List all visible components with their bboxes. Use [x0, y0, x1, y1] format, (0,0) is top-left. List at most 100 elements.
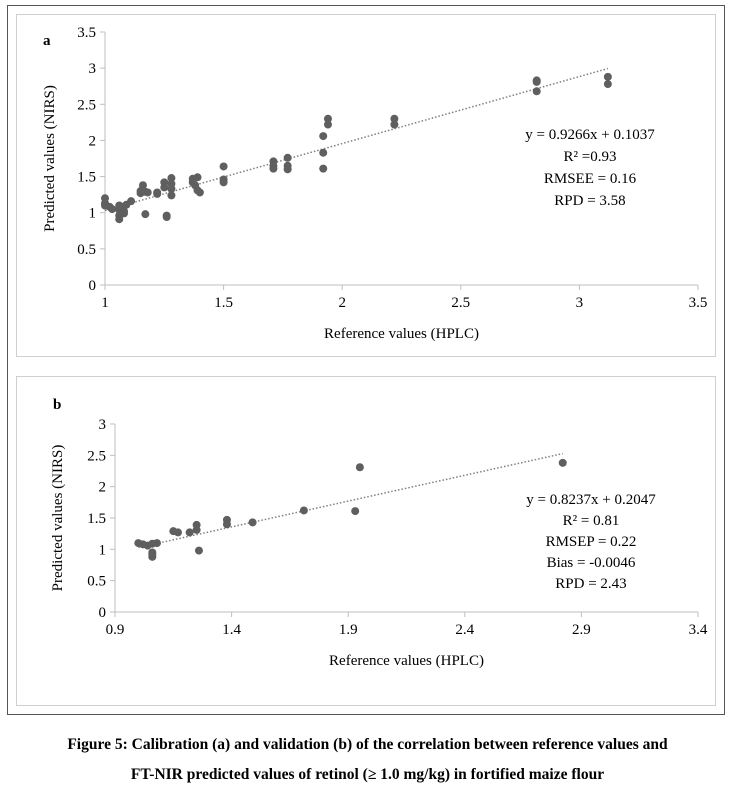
data-point [390, 120, 399, 129]
y-tick-label: 0.5 [77, 242, 96, 258]
statistic-label: RMSEP = 0.22 [546, 534, 637, 550]
data-point [153, 189, 162, 198]
statistic-label: RPD = 3.58 [554, 193, 625, 209]
x-tick-label: 2 [338, 295, 346, 311]
data-point [173, 528, 182, 537]
y-tick-label: 0.5 [87, 574, 106, 590]
data-points [134, 458, 567, 561]
data-point [299, 506, 308, 515]
panel-label-b: b [53, 397, 61, 413]
data-point [127, 197, 136, 206]
trendline [138, 452, 563, 549]
data-point [148, 552, 157, 561]
x-tick-label: 3 [576, 295, 584, 311]
data-point [532, 87, 541, 96]
statistic-label: RPD = 2.43 [555, 576, 626, 592]
data-point [160, 183, 169, 192]
y-tick-label: 1.5 [77, 170, 96, 186]
data-point [351, 507, 360, 516]
y-tick-label: 3.5 [77, 25, 96, 41]
caption-line-2: FT-NIR predicted values of retinol (≥ 1.… [130, 766, 605, 783]
x-axis-label: Reference values (HPLC) [329, 653, 484, 669]
data-point [319, 148, 328, 157]
data-point [219, 178, 228, 187]
y-tick-label: 3 [89, 61, 97, 77]
x-tick-label: 1.5 [214, 295, 233, 311]
data-point [143, 188, 152, 197]
regression-statistics: y = 0.8237x + 0.2047 R² = 0.81 RMSEP = 0.2… [526, 492, 656, 592]
x-axis-ticks: 0.9 1.4 1.9 2.4 2.9 3.4 [106, 612, 708, 638]
y-tick-label: 0 [89, 278, 97, 294]
data-point [194, 546, 203, 555]
data-point [390, 114, 399, 123]
data-point [185, 528, 194, 537]
x-tick-label: 1.9 [339, 622, 358, 638]
data-point [167, 174, 176, 183]
y-tick-label: 2 [99, 480, 107, 496]
y-axis-label: Predicted values (NIRS) [50, 445, 66, 592]
statistic-label: RMSEE = 0.16 [544, 171, 637, 187]
data-point [119, 209, 128, 218]
data-points [101, 72, 612, 224]
statistic-label: y = 0.8237x + 0.2047 [526, 492, 656, 508]
x-tick-label: 0.9 [106, 622, 125, 638]
data-point [222, 520, 231, 529]
data-point [283, 153, 292, 162]
data-point [193, 173, 202, 182]
statistic-label: R² = 0.81 [563, 513, 620, 529]
data-point [152, 539, 161, 548]
data-point [269, 164, 278, 173]
statistic-label: Bias = -0.0046 [547, 555, 636, 571]
x-tick-label: 2.5 [451, 295, 470, 311]
data-point [167, 184, 176, 193]
y-axis-ticks: 0 0.5 1 1.5 2 2.5 3 [87, 417, 115, 621]
y-tick-label: 0 [99, 605, 107, 621]
y-axis-label: Predicted values (NIRS) [42, 85, 58, 232]
regression-statistics: y = 0.9266x + 0.1037 R² =0.93 RMSEE = 0.16… [525, 127, 655, 209]
data-point [532, 77, 541, 86]
y-axis-ticks: 0 0.5 1 1.5 2 2.5 3 3.5 [77, 25, 105, 294]
data-point [248, 518, 257, 527]
data-point [603, 80, 612, 89]
y-tick-label: 1.5 [87, 511, 106, 527]
data-point [219, 162, 228, 171]
y-tick-label: 2.5 [77, 97, 96, 113]
data-point [167, 191, 176, 200]
x-axis-label: Reference values (HPLC) [324, 326, 479, 342]
data-point [195, 188, 204, 197]
x-tick-label: 3.4 [689, 622, 708, 638]
data-point [319, 132, 328, 141]
data-point [115, 215, 124, 224]
data-point [323, 114, 332, 123]
validation-chart-panel: b 0 0.5 1 1.5 2 2.5 3 0.9 1.4 1.9 2.4 2.9 3.4 y = 0… [16, 376, 716, 706]
data-point [141, 210, 150, 219]
trendline [104, 67, 609, 212]
statistic-label: y = 0.9266x + 0.1037 [525, 127, 655, 143]
x-tick-label: 3.5 [689, 295, 708, 311]
x-tick-label: 1.4 [222, 622, 241, 638]
calibration-chart-panel: a 0 0.5 1 1.5 2 2.5 3 3.5 1 1.5 2 2.5 3 3.5 y = 0.92… [16, 14, 716, 357]
x-tick-label: 1 [101, 295, 109, 311]
data-point [162, 213, 171, 222]
calibration-scatter-chart: a 0 0.5 1 1.5 2 2.5 3 3.5 1 1.5 2 2.5 3 3.5 y = 0.92… [42, 25, 707, 342]
data-point [192, 525, 201, 534]
y-tick-label: 3 [99, 417, 107, 433]
x-axis-ticks: 1 1.5 2 2.5 3 3.5 [101, 285, 707, 311]
y-tick-label: 2.5 [87, 448, 106, 464]
y-tick-label: 1 [89, 206, 97, 222]
figure-frame: a 0 0.5 1 1.5 2 2.5 3 3.5 1 1.5 2 2.5 3 3.5 y = 0.92… [7, 5, 725, 715]
data-point [323, 120, 332, 129]
caption-line-1: Figure 5: Calibration (a) and validation… [67, 736, 668, 753]
data-point [603, 72, 612, 81]
statistic-label: R² =0.93 [564, 149, 617, 165]
data-point [558, 458, 567, 467]
data-point [138, 181, 147, 190]
y-tick-label: 1 [99, 542, 107, 558]
x-tick-label: 2.9 [572, 622, 591, 638]
y-tick-label: 2 [89, 133, 97, 149]
panel-label-a: a [43, 33, 51, 49]
data-point [355, 463, 364, 472]
x-tick-label: 2.4 [455, 622, 474, 638]
data-point [108, 205, 117, 214]
data-point [283, 165, 292, 174]
